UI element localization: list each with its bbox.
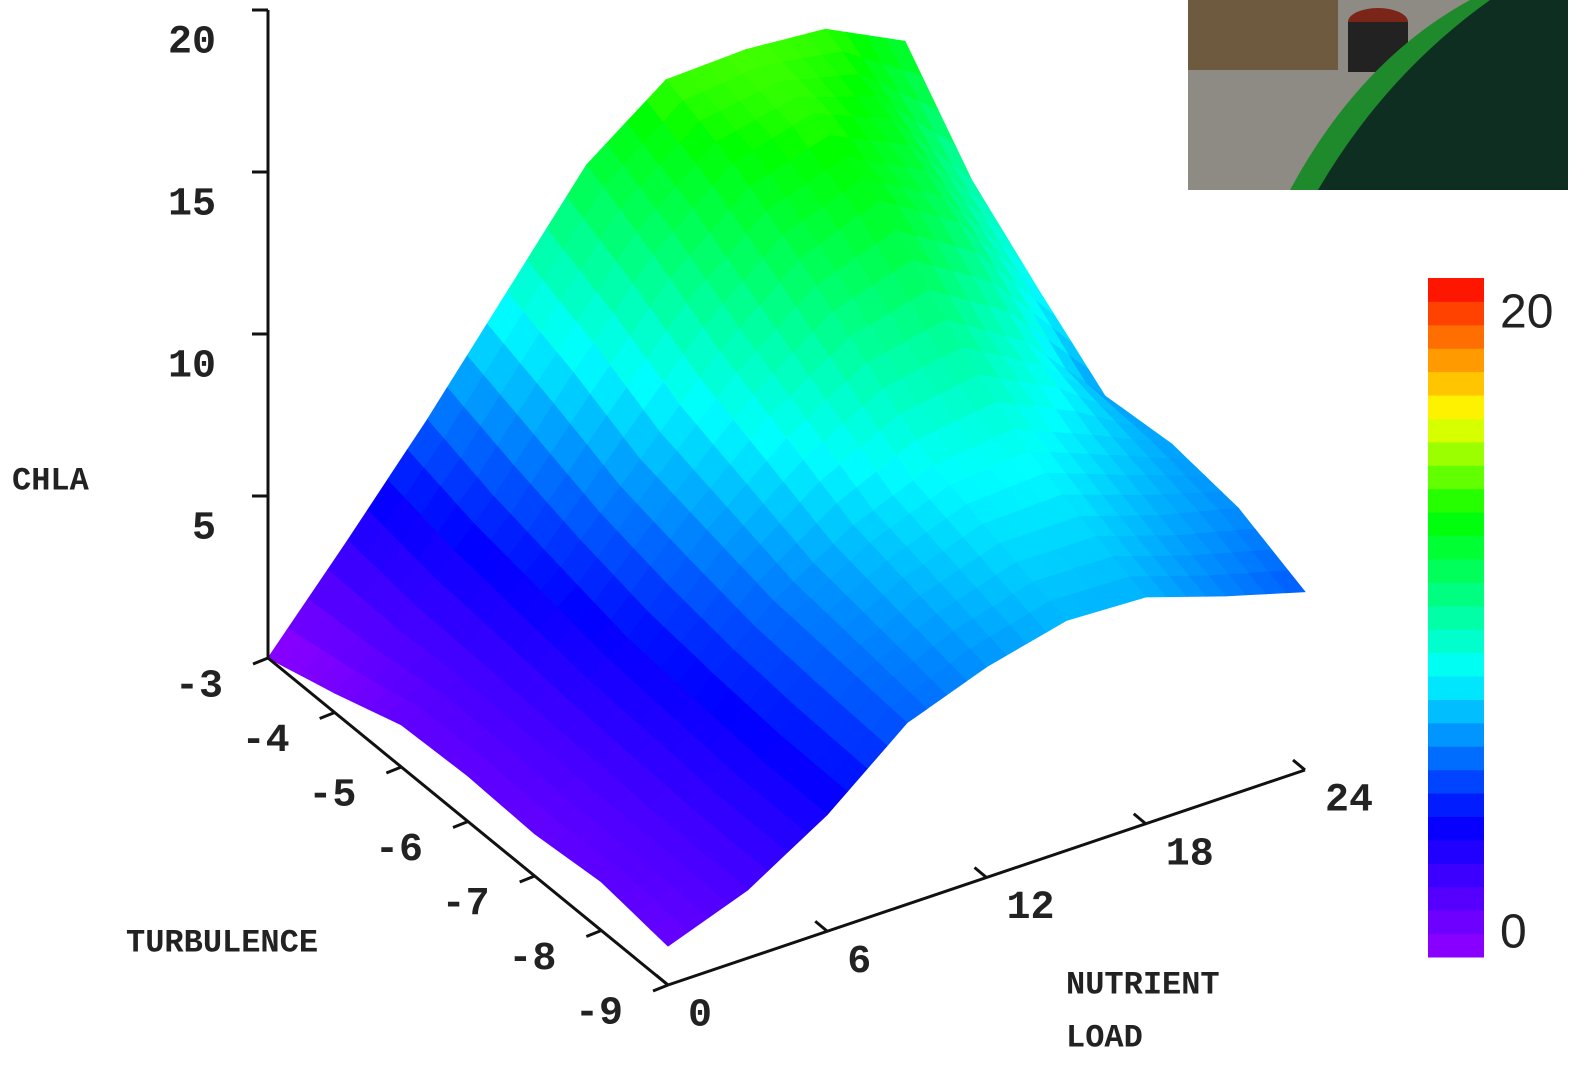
y-tick-label: 6 xyxy=(847,940,871,985)
colorbar-band xyxy=(1428,746,1484,771)
colorbar-band xyxy=(1428,910,1484,935)
x-tick-label: -4 xyxy=(242,719,290,764)
y-tick-label: 18 xyxy=(1166,832,1214,877)
surface-patch xyxy=(650,916,689,947)
y-tick-label: 12 xyxy=(1007,886,1055,931)
colorbar-band xyxy=(1428,535,1484,560)
colorbar-tick-label: 20 xyxy=(1500,286,1553,339)
colorbar-band xyxy=(1428,348,1484,373)
surface xyxy=(267,28,1306,947)
colorbar-band xyxy=(1428,465,1484,490)
y-tick xyxy=(1292,758,1306,772)
x-tick xyxy=(252,656,269,666)
x-tick xyxy=(585,929,602,938)
colorbar-band xyxy=(1428,886,1484,911)
colorbar-band xyxy=(1428,418,1484,443)
colorbar-band xyxy=(1428,676,1484,700)
axes: 5 10 15 20 -3 -4 -5 -6 -7 -8 -9 0 6 12 18 24 xyxy=(168,8,1373,1039)
x-tick xyxy=(652,983,669,993)
photo-inset xyxy=(1188,0,1568,190)
colorbar-band xyxy=(1428,278,1484,302)
photo-water xyxy=(1318,0,1568,190)
x-tick-label: -8 xyxy=(508,937,556,982)
colorbar-band xyxy=(1428,629,1484,654)
y-tick xyxy=(1132,812,1147,825)
colorbar-band xyxy=(1428,395,1484,419)
colorbar-band xyxy=(1428,652,1484,677)
colorbar-band xyxy=(1428,699,1484,724)
y-tick xyxy=(814,920,829,933)
x-tick-label: -3 xyxy=(175,665,223,710)
colorbar-band xyxy=(1428,863,1484,888)
colorbar-band xyxy=(1428,582,1484,607)
colorbar-band xyxy=(1428,371,1484,396)
colorbar-band xyxy=(1428,558,1484,583)
colorbar-band xyxy=(1428,933,1484,958)
y-tick-label: 0 xyxy=(688,994,712,1039)
colorbar-tick-label: 0 xyxy=(1500,906,1527,959)
photo-wood xyxy=(1188,0,1338,70)
z-axis-label: CHLA xyxy=(12,462,90,499)
colorbar: 0 20 xyxy=(1428,278,1553,959)
colorbar-band xyxy=(1428,488,1484,513)
colorbar-band xyxy=(1428,441,1484,466)
colorbar-band xyxy=(1428,301,1484,326)
x-tick-label: -5 xyxy=(308,774,356,819)
colorbar-band xyxy=(1428,816,1484,841)
colorbar-band xyxy=(1428,722,1484,747)
x-tick xyxy=(385,765,402,775)
x-tick-label: -7 xyxy=(442,883,490,928)
x-tick-label: -9 xyxy=(575,992,623,1037)
z-tick-label: 5 xyxy=(192,507,216,552)
z-tick-label: 10 xyxy=(168,345,216,390)
colorbar-band xyxy=(1428,839,1484,864)
colorbar-band xyxy=(1428,793,1484,818)
y-tick xyxy=(973,866,988,879)
x-tick xyxy=(519,874,536,884)
colorbar-band xyxy=(1428,324,1484,349)
colorbar-band xyxy=(1428,512,1484,537)
x-tick xyxy=(452,820,469,829)
y-tick-label: 24 xyxy=(1325,779,1373,824)
y-tick xyxy=(655,973,669,987)
colorbar-band xyxy=(1428,605,1484,630)
y-axis-label: LOAD xyxy=(1066,1019,1143,1056)
y-axis-label: NUTRIENT xyxy=(1066,966,1220,1003)
x-tick xyxy=(319,711,336,720)
x-axis-label: TURBULENCE xyxy=(126,924,318,961)
colorbar-band xyxy=(1428,769,1484,794)
z-tick-label: 15 xyxy=(168,183,216,228)
x-tick-label: -6 xyxy=(375,828,423,873)
z-tick-label: 20 xyxy=(168,21,216,66)
